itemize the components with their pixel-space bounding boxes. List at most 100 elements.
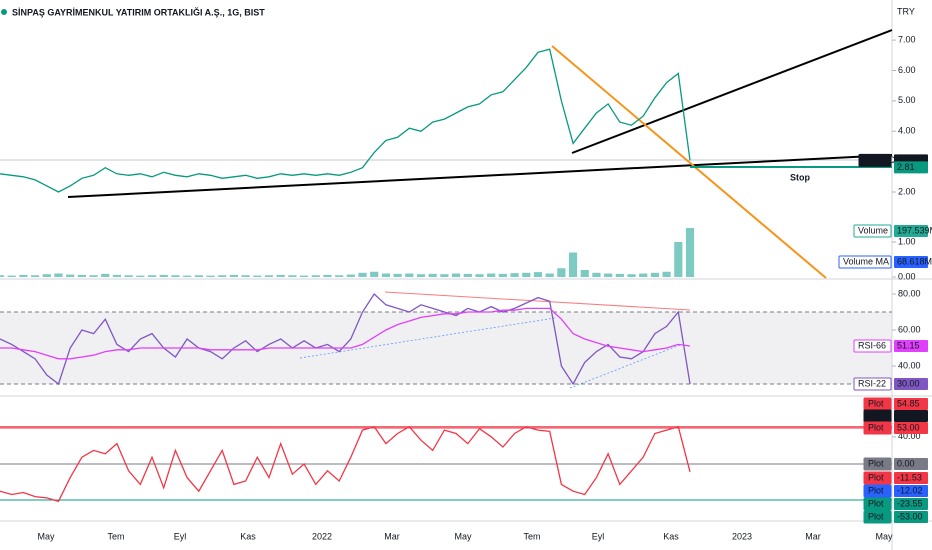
y-tick-label: 80.00 [898, 288, 921, 298]
volume-bar [522, 272, 531, 277]
badge-name: RSI-66 [858, 340, 886, 350]
volume-bar [335, 275, 344, 277]
volume-bar [77, 274, 86, 277]
badge-value: 0.00 [897, 458, 915, 468]
volume-bar [463, 273, 472, 277]
volume-bar [498, 273, 507, 277]
trend-line [67, 154, 893, 198]
volume-bar [101, 273, 110, 277]
badge-value: 68.618M [897, 256, 932, 266]
volume-bar [253, 275, 262, 277]
divergence-line [299, 317, 556, 359]
x-tick-label: Kas [663, 531, 679, 541]
volume-bar [218, 275, 227, 277]
y-tick-label: 0.00 [898, 271, 916, 281]
badge-name: SNGYO [863, 155, 896, 165]
volume-bar [370, 271, 379, 277]
trend-line [551, 45, 827, 279]
badge-value: 54.85 [897, 398, 920, 408]
volume-bar [416, 274, 426, 277]
value-badge [894, 398, 928, 410]
series-line [0, 425, 691, 503]
value-badge [894, 498, 928, 510]
volume-bar [592, 272, 601, 277]
volume-bar [241, 275, 250, 277]
volume-bar [311, 275, 320, 277]
annotation: Stop [790, 172, 810, 182]
x-tick-label: 2023 [732, 531, 752, 541]
badge-name-box [853, 339, 892, 353]
badge-name-box [853, 377, 892, 391]
volume-bar [288, 275, 297, 277]
y-tick-label: 2.00 [898, 186, 916, 196]
series-line [0, 307, 691, 360]
badge-name: RSI-22 [858, 378, 886, 388]
badge-value: -23.55 [897, 498, 923, 508]
volume-bar [183, 275, 192, 277]
volume-bar [194, 275, 203, 277]
y-tick-label: 4.00 [898, 126, 916, 136]
badge-name-box [863, 497, 892, 511]
x-tick-label: Mar [805, 531, 821, 541]
badge-name: Plot [868, 485, 884, 495]
value-badge [894, 339, 928, 352]
volume-bar [545, 273, 554, 277]
volume-bar [393, 273, 402, 277]
value-badge [894, 410, 928, 422]
value-badge [894, 256, 928, 268]
y-tick-label: 40.00 [898, 360, 921, 370]
badge-name: Plot [868, 472, 884, 482]
volume-bar [323, 274, 332, 277]
value-badge [894, 225, 928, 237]
volume-bar [229, 274, 238, 277]
rsi-band [0, 312, 892, 384]
badge-name: Volume MA [843, 256, 889, 266]
volume-bar [381, 273, 391, 277]
badge-value: 197.539M [897, 225, 932, 235]
volume-bar [66, 274, 75, 277]
volume-bar [89, 275, 98, 277]
volume-bar [42, 274, 51, 277]
y-tick-label: 6.00 [898, 65, 916, 75]
volume-bar [452, 273, 461, 277]
status-dot [1, 9, 7, 15]
volume-bar [615, 273, 624, 277]
badge-value: 54.85 [897, 410, 920, 420]
volume-bar [639, 273, 648, 277]
x-tick-label: May [37, 531, 55, 541]
y-tick-label: 1.00 [898, 236, 916, 246]
badge-value: 30.00 [897, 378, 920, 388]
value-badge [894, 511, 928, 523]
currency: TRY [897, 6, 915, 16]
badge-name-box [863, 471, 892, 485]
volume-bar [568, 252, 578, 277]
badge-value: -12.02 [897, 485, 923, 495]
y-tick-label: 7.00 [898, 34, 916, 44]
volume-bar [276, 274, 285, 277]
volume-bar [346, 274, 355, 277]
value-badge [894, 485, 928, 497]
badge-name-box [863, 457, 892, 471]
volume-bar [428, 273, 437, 277]
badge-name: Plot [868, 398, 884, 408]
volume-bar [147, 275, 157, 277]
volume-bar [54, 273, 63, 277]
y-tick-label: 60.00 [898, 324, 921, 334]
x-tick-label: May [875, 531, 893, 541]
volume-bar [405, 273, 414, 277]
badge-name: Plot [868, 458, 884, 468]
value-badge [894, 472, 928, 484]
volume-bar [112, 274, 122, 277]
volume-bar [7, 275, 16, 277]
x-tick-label: Eyl [174, 531, 187, 541]
x-tick-label: May [454, 531, 472, 541]
volume-bar [604, 273, 613, 277]
volume-bar [627, 274, 636, 277]
value-badge [894, 458, 928, 470]
badge-name-box [863, 510, 892, 524]
volume-bar [674, 242, 683, 277]
badge-name: Plot [868, 422, 884, 432]
volume-bar [580, 270, 589, 277]
badge-value: 3.04 [897, 155, 915, 165]
